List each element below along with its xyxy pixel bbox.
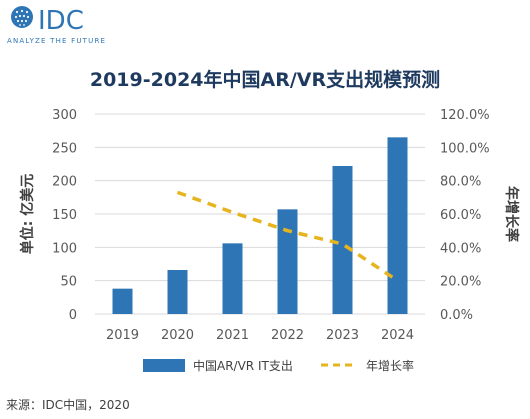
y2-tick-label: 100.0% [440, 141, 490, 156]
gridlines [95, 113, 425, 315]
left-axis: 0 50 100 150 200 250 300 [52, 108, 77, 323]
legend: 中国AR/VR IT支出 年增长率 [143, 358, 414, 373]
y-tick-label: 250 [52, 141, 77, 156]
y-tick-label: 100 [52, 241, 77, 256]
x-tick-label: 2023 [326, 328, 359, 343]
y2-tick-label: 80.0% [440, 175, 481, 190]
y-tick-label: 150 [52, 208, 77, 223]
y-tick-label: 300 [52, 108, 77, 123]
logo-tagline: ANALYZE THE FUTURE [7, 37, 106, 45]
logo-name: IDC [38, 6, 84, 36]
chart-title: 2019-2024年中国AR/VR支出规模预测 [90, 68, 440, 91]
y2-tick-label: 0.0% [440, 308, 473, 323]
y-tick-label: 50 [60, 275, 77, 290]
bar-series [112, 137, 408, 314]
y2-axis-label: 年增长率 [503, 186, 520, 242]
bar-2019 [112, 288, 133, 314]
y-tick-label: 0 [69, 308, 77, 323]
x-tick-label: 2020 [161, 328, 194, 343]
x-tick-label: 2021 [216, 328, 249, 343]
y2-tick-label: 60.0% [440, 208, 481, 223]
bar-2023 [332, 166, 353, 314]
y-axis-label: 单位: 亿美元 [19, 174, 36, 254]
growth-line-series [176, 190, 399, 283]
y2-tick-label: 20.0% [440, 275, 481, 290]
x-tick-label: 2022 [271, 328, 304, 343]
bar-2021 [222, 243, 243, 314]
legend-line-label: 年增长率 [366, 358, 414, 373]
y-tick-label: 200 [52, 175, 77, 190]
idc-logo: IDC ANALYZE THE FUTURE [7, 6, 106, 45]
x-axis: 2019 2020 2021 2022 2023 2024 [106, 328, 414, 343]
x-tick-label: 2024 [381, 328, 414, 343]
bar-2022 [277, 209, 298, 314]
legend-bar-label: 中国AR/VR IT支出 [193, 358, 293, 373]
x-tick-label: 2019 [106, 328, 139, 343]
source-note: 来源：IDC中国，2020 [6, 397, 130, 412]
bar-2024 [387, 137, 408, 314]
right-axis: 0.0% 20.0% 40.0% 60.0% 80.0% 100.0% 120.0% [440, 108, 490, 323]
bar-2020 [167, 270, 188, 314]
y2-tick-label: 40.0% [440, 241, 481, 256]
y2-tick-label: 120.0% [440, 108, 490, 123]
legend-bar-swatch [143, 359, 185, 372]
globe-icon [11, 6, 33, 28]
